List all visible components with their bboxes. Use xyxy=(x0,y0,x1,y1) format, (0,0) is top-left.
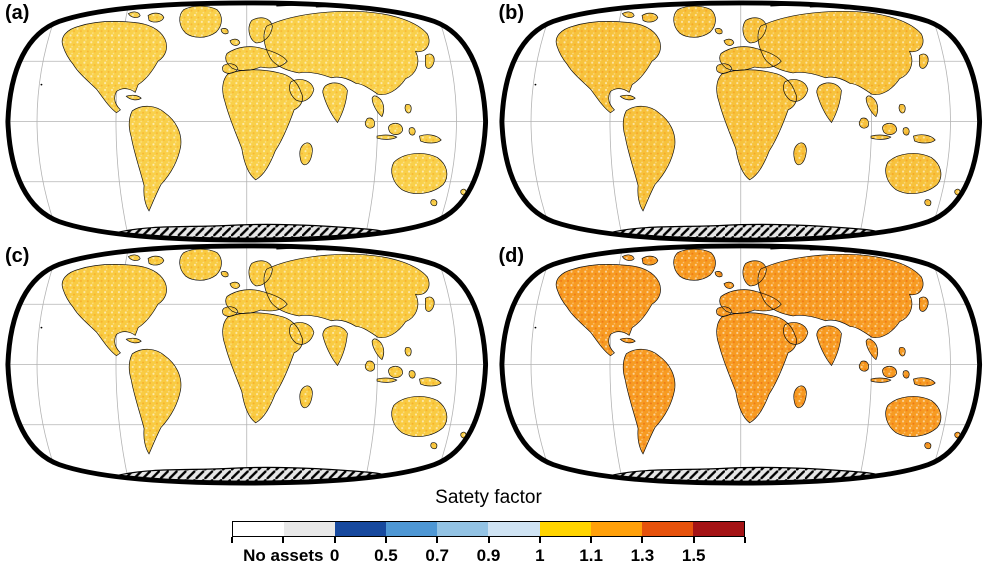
colorbar-tick xyxy=(436,537,439,543)
colorbar-labels: No assets 0 0.5 0.7 0.9 1 1.1 1.3 1.5 xyxy=(232,546,745,564)
maps-grid: (a) xyxy=(0,0,987,486)
colorbar-tick xyxy=(333,537,336,543)
colorbar-segment xyxy=(590,522,642,536)
colorbar-tick-label: 0.5 xyxy=(374,546,398,564)
colorbar-legend: Satety factor No assets 0 0.5 0.7 0.9 1 1.1 1.3… xyxy=(231,487,746,564)
colorbar-tick-label: 0.7 xyxy=(425,546,450,564)
colorbar-segment xyxy=(335,522,387,536)
world-map-c xyxy=(0,243,494,486)
island-dot xyxy=(40,326,43,329)
no-assets-label: No assets xyxy=(243,546,324,564)
world-map-b xyxy=(494,0,987,243)
colorbar-tick xyxy=(692,537,695,543)
map-panel-a: (a) xyxy=(0,0,494,243)
world-map-a xyxy=(0,0,494,243)
colorbar-segment xyxy=(692,522,744,536)
colorbar-segment xyxy=(437,522,489,536)
colorbar-tick xyxy=(590,537,593,543)
panel-label-d: (d) xyxy=(498,245,525,267)
colorbar-tick-label: 1 xyxy=(535,546,545,564)
world-map-svg xyxy=(494,0,987,243)
colorbar-segment xyxy=(488,522,540,536)
colorbar-tick-label: 1.1 xyxy=(579,546,603,564)
colorbar-tick xyxy=(384,537,387,543)
map-panel-b: (b) xyxy=(494,0,987,243)
colorbar-tick xyxy=(744,537,746,543)
colorbar-segment xyxy=(233,522,285,536)
colorbar-segment xyxy=(284,522,336,536)
colorbar-tick-label: 1.5 xyxy=(681,546,706,564)
map-panel-c: (c) xyxy=(0,243,494,486)
world-map-svg xyxy=(0,243,494,486)
world-map-svg xyxy=(494,243,987,486)
colorbar-segment xyxy=(641,522,693,536)
colorbar-tick xyxy=(231,537,233,543)
colorbar-tick xyxy=(487,537,490,543)
colorbar-tick-label: 1.3 xyxy=(630,546,655,564)
colorbar-tick xyxy=(282,537,285,543)
panel-label-c: (c) xyxy=(5,245,30,267)
colorbar-segment xyxy=(539,522,591,536)
island-dot xyxy=(534,326,536,329)
colorbar-title: Satety factor xyxy=(435,487,542,508)
colorbar-ticks xyxy=(231,537,746,544)
map-panel-d: (d) xyxy=(494,243,987,486)
island-dot xyxy=(40,83,43,86)
colorbar-segment xyxy=(386,522,438,536)
island-dot xyxy=(534,83,536,86)
panel-label-b: (b) xyxy=(498,2,525,24)
colorbar xyxy=(232,521,745,537)
colorbar-tick xyxy=(641,537,644,543)
colorbar-tick xyxy=(538,537,541,543)
panel-label-a: (a) xyxy=(5,2,30,24)
world-map-d xyxy=(494,243,987,486)
colorbar-tick-label: 0 xyxy=(329,546,340,564)
world-map-svg xyxy=(0,0,494,243)
colorbar-tick-label: 0.9 xyxy=(476,546,501,564)
